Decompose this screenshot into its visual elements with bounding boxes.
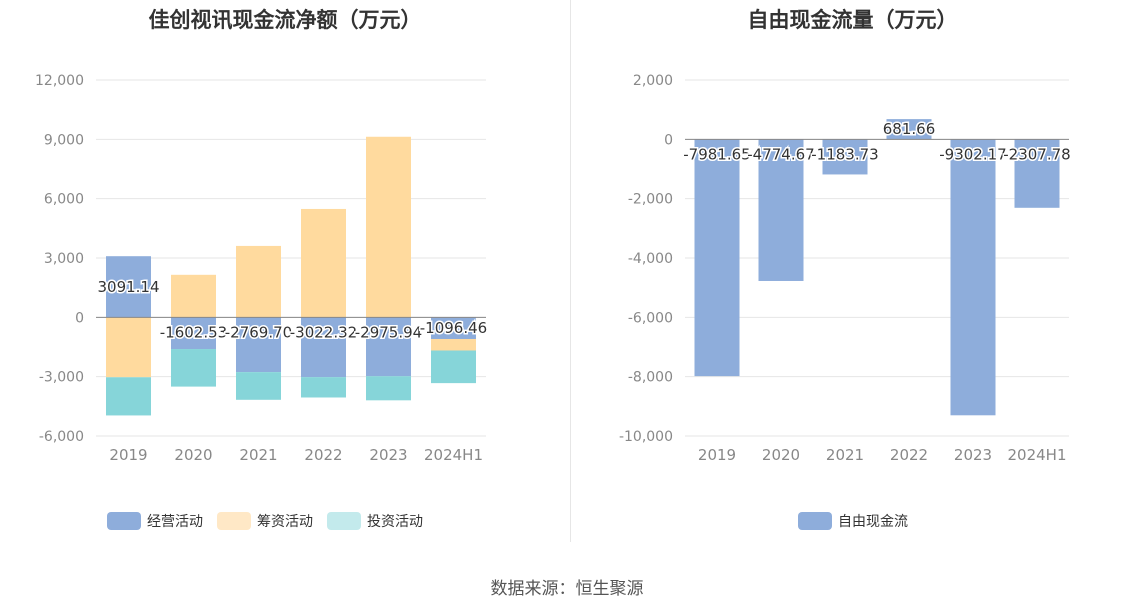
x-tick-label: 2022 <box>304 446 342 464</box>
x-tick-label: 2024H1 <box>424 446 483 464</box>
x-tick-label: 2021 <box>239 446 277 464</box>
y-tick-label: 0 <box>664 132 673 148</box>
data-source-note: 数据来源：恒生聚源 <box>490 579 644 599</box>
free-cash-flow-chart-panel: 自由现金流量（万元） 2,000 0 -2,000 -4,000 -6,000 -8,00… <box>571 0 1134 560</box>
bar <box>431 350 476 384</box>
y-tick-label: -8,000 <box>628 370 673 386</box>
x-tick-label: 2020 <box>762 446 800 464</box>
legend-label: 经营活动 <box>147 514 203 530</box>
chart-title: 佳创视讯现金流净额（万元） <box>148 8 422 32</box>
bar <box>301 317 346 378</box>
bar <box>366 136 411 318</box>
bar <box>431 317 476 340</box>
data-label: -1602.53 <box>160 323 227 341</box>
panel-divider <box>570 0 571 542</box>
y-tick-label: 3,000 <box>44 251 84 267</box>
legend-item-operating[interactable]: 经营活动 <box>107 511 203 531</box>
bar <box>171 317 216 350</box>
legend-item-financing[interactable]: 筹资活动 <box>217 511 313 531</box>
chart-legend: 自由现金流 <box>798 511 908 531</box>
legend-label: 筹资活动 <box>257 514 313 530</box>
bar <box>236 245 281 318</box>
bar <box>301 377 346 398</box>
free-cash-flow-chart: 2,000 0 -2,000 -4,000 -6,000 -8,000 -10,000 201… <box>619 73 1072 464</box>
bar <box>694 139 740 377</box>
legend-label: 投资活动 <box>367 514 423 530</box>
legend-item-investing[interactable]: 投资活动 <box>327 511 423 531</box>
bar <box>950 139 996 416</box>
y-tick-label: -2,000 <box>628 192 673 208</box>
bar <box>366 317 411 377</box>
bar <box>171 274 216 318</box>
y-tick-label: 0 <box>75 310 84 326</box>
legend-swatch <box>107 512 141 530</box>
bar <box>106 256 151 318</box>
x-tick-label: 2024H1 <box>1008 446 1067 464</box>
data-label: -1096.46 <box>420 319 487 337</box>
net-cash-flow-chart-panel: 佳创视讯现金流净额（万元） 12,000 9,000 6,000 3,000 0 -3,0… <box>0 0 570 560</box>
data-label: -1183.73 <box>811 145 878 163</box>
bar <box>366 376 411 401</box>
bar <box>171 349 216 387</box>
x-tick-label: 2021 <box>826 446 864 464</box>
data-label: -2975.94 <box>355 323 422 341</box>
legend-item-free-cash-flow[interactable]: 自由现金流 <box>798 511 908 531</box>
y-tick-label: 2,000 <box>633 73 673 89</box>
chart-title: 自由现金流量（万元） <box>747 8 958 32</box>
legend-swatch <box>217 512 251 530</box>
chart-legend: 经营活动 筹资活动 投资活动 <box>107 511 423 531</box>
bar <box>886 119 932 140</box>
bar <box>822 139 868 175</box>
x-tick-label: 2023 <box>954 446 992 464</box>
x-tick-label: 2019 <box>698 446 736 464</box>
x-tick-label: 2022 <box>890 446 928 464</box>
bar <box>301 208 346 318</box>
x-tick-label: 2023 <box>369 446 407 464</box>
legend-swatch <box>327 512 361 530</box>
y-tick-label: -10,000 <box>619 429 673 445</box>
y-tick-label: 6,000 <box>44 192 84 208</box>
y-tick-label: 9,000 <box>44 132 84 148</box>
bar <box>758 139 804 281</box>
data-label: -3022.32 <box>290 323 357 341</box>
y-tick-label: -6,000 <box>39 429 84 445</box>
data-label: -4774.67 <box>747 145 814 163</box>
bar <box>431 339 476 351</box>
data-label: -2307.78 <box>1003 145 1070 163</box>
data-label: -2769.70 <box>225 323 292 341</box>
data-label: 3091.14 <box>97 278 159 296</box>
bar <box>1014 139 1060 208</box>
data-label: -9302.17 <box>939 145 1006 163</box>
net-cash-flow-chart: 12,000 9,000 6,000 3,000 0 -3,000 -6,000 2019 20… <box>35 73 489 464</box>
bar <box>236 317 281 373</box>
bar <box>106 317 151 378</box>
y-tick-label: 12,000 <box>35 73 84 89</box>
y-tick-label: -6,000 <box>628 310 673 326</box>
y-tick-label: -3,000 <box>39 370 84 386</box>
x-tick-label: 2020 <box>174 446 212 464</box>
data-label: -7981.65 <box>683 145 750 163</box>
data-label: 681.66 <box>883 120 936 138</box>
legend-swatch <box>798 512 832 530</box>
x-tick-label: 2019 <box>109 446 147 464</box>
legend-label: 自由现金流 <box>838 514 908 530</box>
y-tick-label: -4,000 <box>628 251 673 267</box>
bar <box>106 377 151 416</box>
bar <box>236 372 281 400</box>
